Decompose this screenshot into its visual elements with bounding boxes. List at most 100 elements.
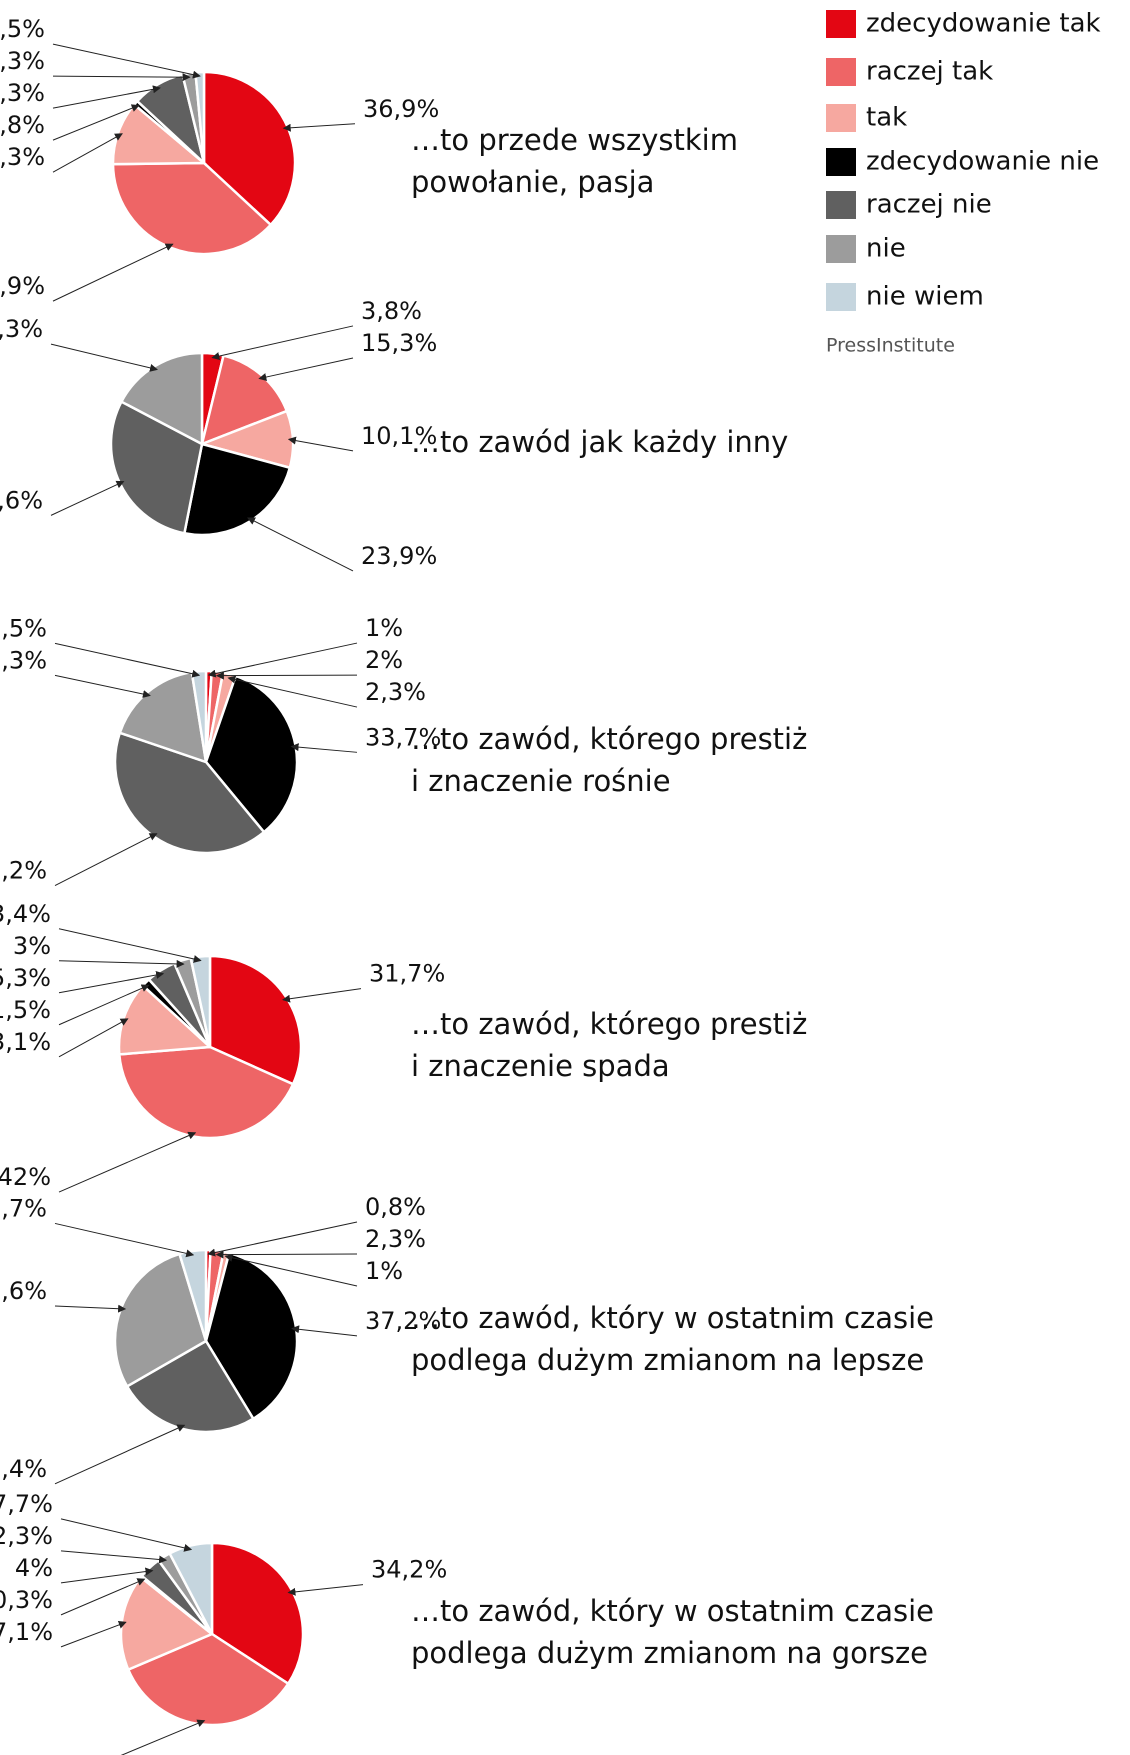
value-label: 17,1% — [0, 1618, 53, 1646]
value-label: 0,8% — [0, 111, 45, 139]
value-label: 28,6% — [0, 1277, 47, 1305]
leader-line — [282, 123, 356, 132]
leader-line — [207, 642, 358, 678]
value-label: 17,3% — [0, 315, 43, 343]
legend-swatch — [826, 10, 856, 38]
value-label: 10,1% — [361, 422, 437, 450]
leader-line — [52, 104, 140, 141]
value-label: 2% — [365, 646, 403, 674]
statement: powołanie, pasja — [411, 165, 654, 199]
leader-line — [60, 1621, 127, 1648]
leader-line — [287, 1584, 364, 1596]
value-label: 9,3% — [0, 79, 45, 107]
value-label: 1% — [365, 1257, 403, 1285]
source: PressInstitute — [826, 335, 955, 357]
value-label: 25,4% — [0, 1455, 47, 1483]
leader-line — [291, 1325, 358, 1337]
legend-swatch — [826, 104, 856, 132]
leader-line — [52, 133, 123, 173]
legend-swatch — [826, 283, 856, 311]
legend-label: zdecydowanie tak — [866, 9, 1101, 39]
leader-line — [54, 1304, 127, 1313]
value-label: 15,3% — [361, 329, 437, 357]
value-label: 37,2% — [365, 1307, 441, 1335]
value-label: 13,1% — [0, 1028, 51, 1056]
legend-label: raczej tak — [866, 57, 993, 87]
leader-line — [60, 1518, 193, 1552]
leader-line — [58, 971, 165, 994]
leader-line — [58, 1018, 129, 1058]
leader-line — [58, 928, 202, 963]
leader-line — [215, 1250, 358, 1259]
leader-line — [54, 642, 201, 678]
leader-line — [50, 480, 125, 516]
leader-line — [215, 671, 358, 680]
leader-line — [224, 1253, 358, 1287]
statement: podlega dużym zmianom na gorsze — [411, 1636, 928, 1670]
value-label: 4,7% — [0, 1194, 47, 1222]
value-label: 37,9% — [0, 272, 45, 300]
legend-swatch — [826, 58, 856, 86]
legend-label: zdecydowanie nie — [866, 147, 1099, 177]
statement: i znaczenie rośnie — [411, 764, 671, 798]
leader-line — [60, 1567, 154, 1584]
leader-line — [58, 959, 185, 968]
value-label: 34,4% — [0, 1751, 53, 1755]
value-label: 7,7% — [0, 1490, 53, 1518]
leader-line — [60, 1578, 146, 1616]
leader-line — [287, 436, 354, 452]
value-label: 1,5% — [0, 996, 51, 1024]
value-label: 3% — [13, 932, 51, 960]
legend-label: tak — [866, 103, 907, 133]
leader-line — [282, 988, 362, 1003]
leader-line — [54, 1424, 186, 1485]
statement: …to zawód jak każdy inny — [411, 425, 788, 459]
legend-swatch — [826, 235, 856, 263]
leader-line — [52, 73, 191, 82]
value-label: 2,5% — [0, 614, 47, 642]
value-label: 17,3% — [0, 646, 47, 674]
leader-line — [247, 517, 354, 572]
value-label: 3,4% — [0, 900, 51, 928]
legend-label: raczej nie — [866, 190, 992, 220]
value-label: 33,7% — [365, 723, 441, 751]
legend-swatch — [826, 191, 856, 219]
value-label: 0,8% — [365, 1193, 426, 1221]
value-label: 1,5% — [0, 15, 45, 43]
statement: i znaczenie spada — [411, 1049, 670, 1083]
value-label: 2,3% — [0, 1522, 53, 1550]
leader-line — [58, 984, 150, 1026]
statement: …to zawód, którego prestiż — [411, 722, 807, 756]
leader-line — [60, 1550, 168, 1564]
leader-line — [120, 1719, 206, 1755]
value-label: 0,3% — [0, 1586, 53, 1614]
value-label: 36,9% — [363, 95, 439, 123]
value-label: 4% — [15, 1554, 53, 1582]
value-label: 2,3% — [365, 1225, 426, 1253]
value-label: 3,8% — [361, 297, 422, 325]
statement: …to zawód, który w ostatnim czasie — [411, 1594, 934, 1628]
leader-line — [290, 743, 358, 753]
value-label: 11,3% — [0, 143, 45, 171]
leader-line — [52, 43, 201, 79]
statement: …to zawód, którego prestiż — [411, 1007, 807, 1041]
leader-line — [50, 343, 158, 372]
leader-line — [54, 833, 158, 886]
statement: podlega dużym zmianom na lepsze — [411, 1343, 924, 1377]
leader-line — [258, 357, 354, 381]
legend-label: nie wiem — [866, 282, 984, 312]
value-label: 31,7% — [369, 960, 445, 988]
value-label: 41,2% — [0, 857, 47, 885]
leader-line — [54, 674, 151, 698]
value-label: 34,2% — [371, 1556, 447, 1584]
statement: …to przede wszystkim — [411, 123, 738, 157]
legend-swatch — [826, 148, 856, 176]
value-label: 42% — [0, 1163, 51, 1191]
leader-line — [211, 325, 354, 360]
value-label: 5,3% — [0, 964, 51, 992]
leader-line — [52, 85, 161, 109]
leader-line — [58, 1131, 197, 1193]
statement: …to zawód, który w ostatnim czasie — [411, 1301, 934, 1335]
value-label: 2,3% — [365, 678, 426, 706]
